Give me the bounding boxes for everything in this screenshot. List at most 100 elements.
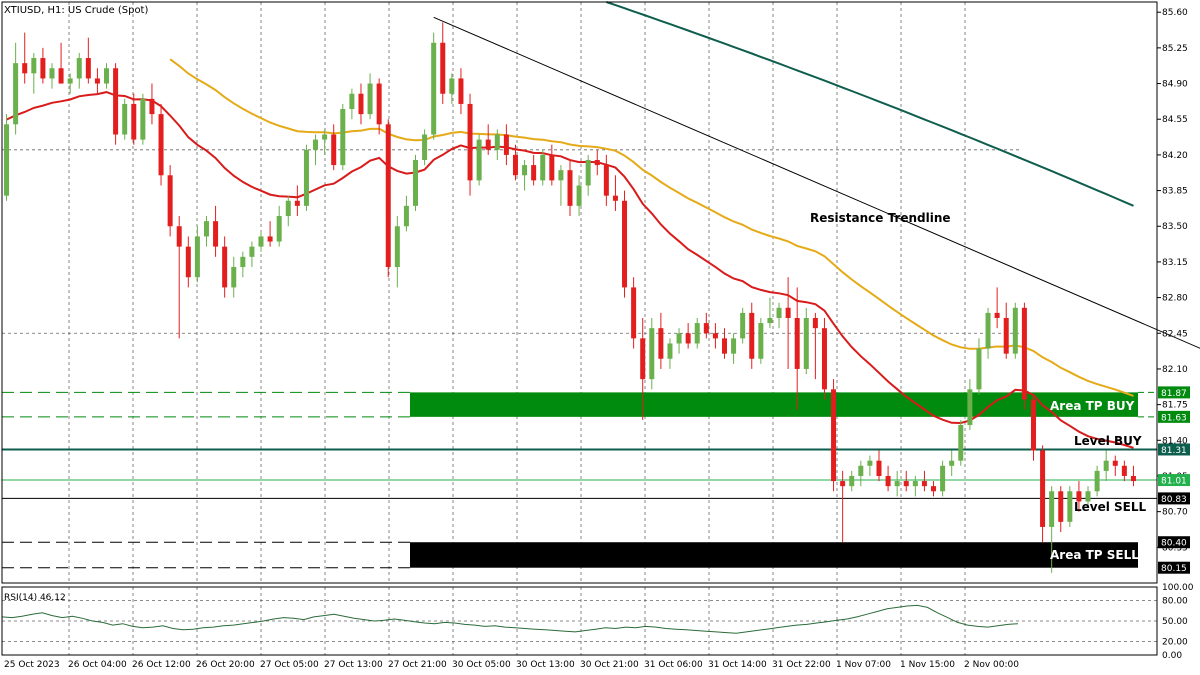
candle bbox=[240, 251, 246, 278]
y-tick-label: 81.40 bbox=[1162, 436, 1188, 446]
candle bbox=[367, 73, 373, 120]
resistance-trendline[interactable] bbox=[433, 16, 1200, 358]
ma-yellow-line bbox=[169, 58, 1134, 397]
candle-body bbox=[4, 124, 10, 196]
y-tick-label: 82.10 bbox=[1162, 365, 1188, 375]
candle bbox=[376, 78, 382, 135]
candle-body bbox=[167, 175, 173, 227]
candle-body bbox=[467, 103, 473, 181]
candle bbox=[921, 470, 927, 492]
candle-body bbox=[340, 109, 346, 166]
rsi-y-tick-label: 80.00 bbox=[1162, 597, 1188, 607]
candle-body bbox=[1040, 450, 1046, 527]
area-tp-sell-bottom-tag-label: 80.15 bbox=[1161, 564, 1187, 574]
candle-body bbox=[721, 338, 727, 354]
candle bbox=[985, 307, 991, 359]
candle bbox=[4, 114, 10, 201]
candle bbox=[1067, 486, 1073, 527]
candle-body bbox=[1103, 460, 1109, 471]
y-tick-label: 81.75 bbox=[1162, 401, 1188, 411]
grid bbox=[2, 2, 1020, 655]
candle bbox=[167, 165, 173, 237]
candle bbox=[631, 277, 637, 349]
x-tick-label: 30 Oct 05:00 bbox=[452, 660, 511, 670]
candle-body bbox=[794, 317, 800, 369]
candle-body bbox=[658, 328, 664, 359]
candle bbox=[721, 328, 727, 359]
candle-body bbox=[749, 312, 755, 359]
y-tick-label: 84.90 bbox=[1162, 80, 1188, 90]
rsi-y-tick-label: 100.00 bbox=[1162, 583, 1194, 593]
candle bbox=[76, 52, 82, 89]
candle-body bbox=[358, 93, 364, 115]
candle bbox=[785, 277, 791, 369]
candle bbox=[313, 134, 319, 166]
candle bbox=[1012, 302, 1018, 359]
candle bbox=[558, 165, 564, 206]
candle-body bbox=[622, 200, 628, 288]
candle-body bbox=[876, 460, 882, 476]
candle-body bbox=[849, 475, 855, 487]
y-tick-label: 85.25 bbox=[1162, 44, 1188, 54]
candle bbox=[467, 93, 473, 196]
candle bbox=[612, 175, 618, 211]
candle-body bbox=[322, 134, 328, 140]
x-tick-label: 31 Oct 06:00 bbox=[644, 660, 703, 670]
candle bbox=[812, 312, 818, 380]
candle bbox=[276, 205, 282, 247]
candle-body bbox=[131, 103, 137, 140]
candle-body bbox=[731, 338, 737, 354]
candle-body bbox=[767, 317, 773, 324]
candle-body bbox=[1058, 491, 1064, 522]
candle-body bbox=[921, 481, 927, 487]
candle-body bbox=[885, 475, 891, 487]
ma-green-line bbox=[606, 1, 1134, 207]
candle-body bbox=[1049, 491, 1055, 527]
candle-body bbox=[522, 165, 528, 176]
candle bbox=[431, 32, 437, 140]
candle bbox=[767, 297, 773, 329]
candle-body bbox=[349, 93, 355, 110]
candle-body bbox=[867, 460, 873, 466]
candle bbox=[903, 470, 909, 492]
candle-body bbox=[985, 312, 991, 349]
candle bbox=[267, 221, 273, 247]
candle bbox=[104, 63, 110, 89]
candle bbox=[1112, 455, 1118, 476]
candle-body bbox=[31, 58, 37, 74]
x-tick-label: 30 Oct 13:00 bbox=[516, 660, 575, 670]
y-tick-label: 83.85 bbox=[1162, 187, 1188, 197]
candle bbox=[1040, 445, 1046, 543]
candle-body bbox=[894, 481, 900, 487]
x-tick-label: 31 Oct 22:00 bbox=[772, 660, 831, 670]
candle-body bbox=[394, 226, 400, 268]
candle-body bbox=[476, 139, 482, 181]
candle-body bbox=[803, 317, 809, 369]
candle-body bbox=[13, 63, 19, 125]
candle-body bbox=[494, 134, 500, 150]
candle-body bbox=[485, 139, 491, 150]
x-tick-label: 26 Oct 12:00 bbox=[132, 660, 191, 670]
x-tick-label: 2 Nov 00:00 bbox=[964, 660, 1019, 670]
candle-body bbox=[694, 323, 700, 344]
candle bbox=[476, 134, 482, 186]
candle-body bbox=[821, 328, 827, 390]
candle-body bbox=[113, 68, 119, 135]
candle-body bbox=[558, 170, 564, 181]
rsi-panel-frame bbox=[1, 586, 1158, 656]
level-sell-tag-label: 80.83 bbox=[1161, 495, 1187, 505]
candle bbox=[594, 149, 600, 176]
candle bbox=[567, 159, 573, 217]
trendline-segment[interactable] bbox=[433, 16, 1200, 358]
candle-body bbox=[94, 78, 100, 84]
candle bbox=[485, 124, 491, 155]
candle-body bbox=[858, 465, 864, 476]
candle-body bbox=[940, 465, 946, 492]
candle bbox=[422, 129, 428, 166]
candle bbox=[394, 216, 400, 288]
candle bbox=[213, 205, 219, 257]
candle bbox=[131, 93, 137, 145]
candle-body bbox=[367, 83, 373, 115]
candle-body bbox=[976, 348, 982, 390]
